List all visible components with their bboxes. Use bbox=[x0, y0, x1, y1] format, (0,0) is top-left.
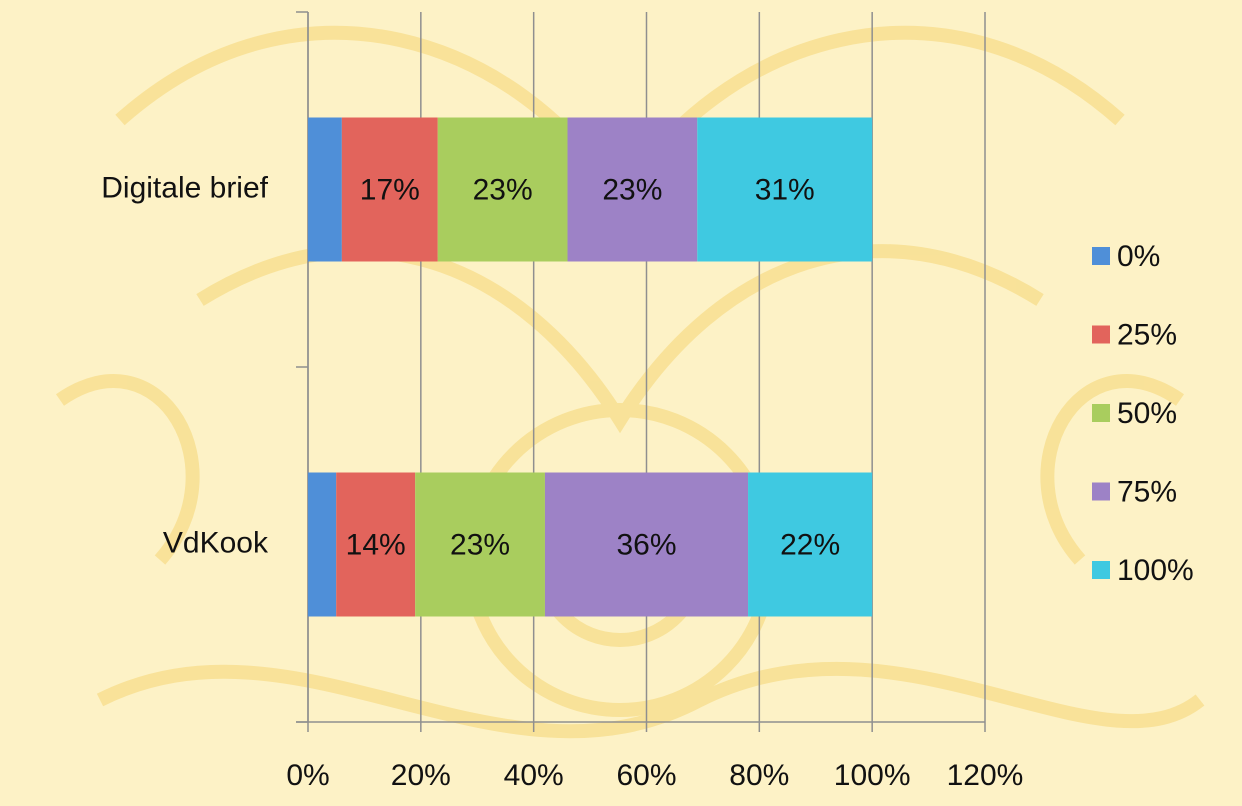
x-tick-label: 40% bbox=[504, 759, 564, 792]
bar-segment bbox=[308, 473, 336, 617]
data-label: 23% bbox=[450, 528, 510, 561]
data-label: 23% bbox=[473, 173, 533, 206]
x-tick-label: 100% bbox=[834, 759, 911, 792]
legend-label: 100% bbox=[1117, 554, 1194, 587]
legend-swatch bbox=[1092, 561, 1110, 579]
legend-swatch bbox=[1092, 404, 1110, 422]
legend-swatch bbox=[1092, 247, 1110, 265]
x-tick-label: 0% bbox=[286, 759, 329, 792]
data-label: 17% bbox=[360, 173, 420, 206]
x-tick-label: 120% bbox=[947, 759, 1024, 792]
y-tick-label: VdKook bbox=[163, 526, 269, 559]
legend-label: 25% bbox=[1117, 318, 1177, 351]
data-label: 22% bbox=[780, 528, 840, 561]
data-label: 14% bbox=[346, 528, 406, 561]
data-label: 31% bbox=[755, 173, 815, 206]
x-tick-label: 80% bbox=[729, 759, 789, 792]
bar-segment bbox=[308, 118, 342, 262]
chart: 0% 20% 40% 60% 80% 100% 120% Digitale brief 17% 2… bbox=[0, 0, 1242, 806]
data-label: 23% bbox=[602, 173, 662, 206]
x-tick-label: 60% bbox=[616, 759, 676, 792]
legend-label: 75% bbox=[1117, 475, 1177, 508]
legend-label: 50% bbox=[1117, 397, 1177, 430]
legend-label: 0% bbox=[1117, 240, 1160, 273]
x-tick-label: 20% bbox=[391, 759, 451, 792]
y-tick-label: Digitale brief bbox=[101, 171, 268, 204]
data-label: 36% bbox=[616, 528, 676, 561]
legend-swatch bbox=[1092, 483, 1110, 501]
legend-swatch bbox=[1092, 326, 1110, 344]
